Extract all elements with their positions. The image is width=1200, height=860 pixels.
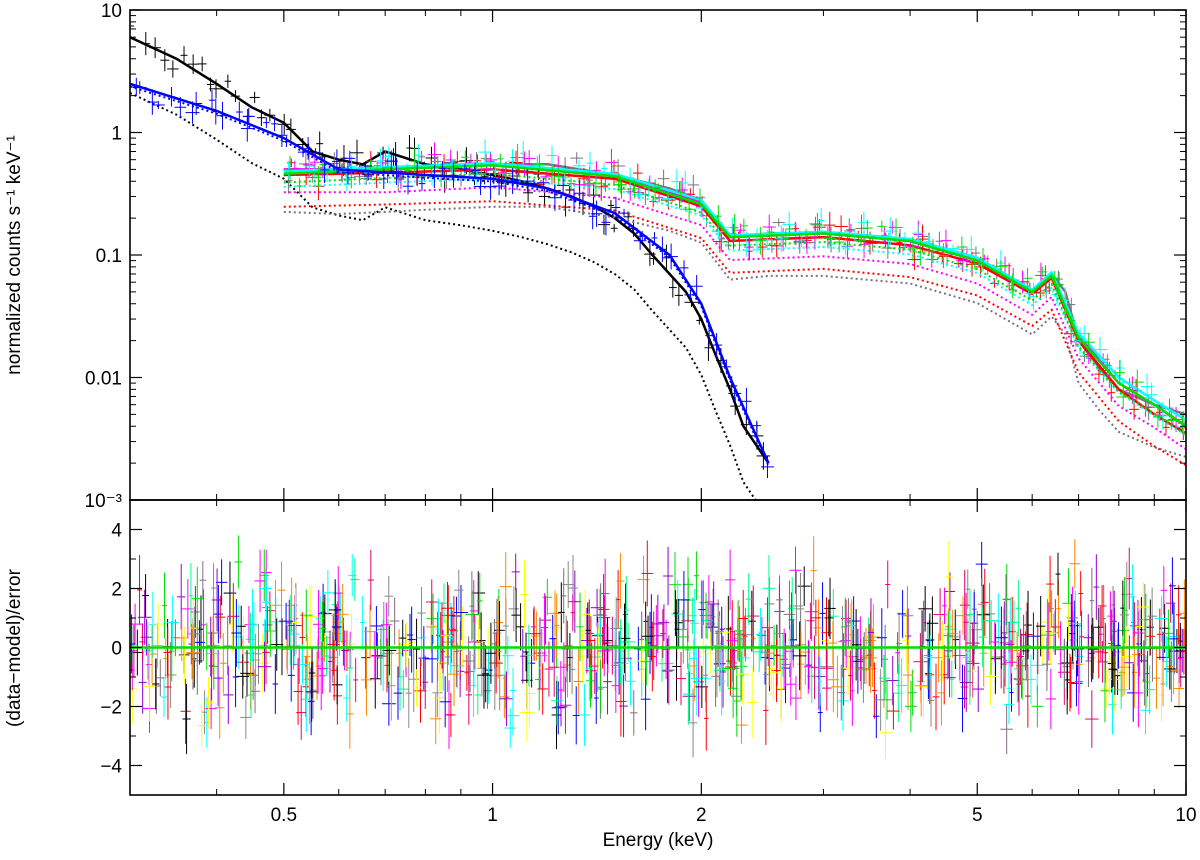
series-component-line [283,200,1186,467]
x-tick-label: 5 [972,805,983,826]
x-tick-label: 10 [1175,805,1196,826]
y-tick-label: 4 [111,521,122,542]
y-tick-label: −2 [100,698,122,719]
series-model-line [283,168,1186,435]
series-component-line [130,92,757,500]
x-tick-label: 0.5 [271,805,297,826]
series-component-line [130,85,770,467]
top-panel-frame [129,9,1187,501]
axes: 0.5 1 2 5 10 10 1 0.1 0.01 10⁻³ 4 2 0 −2 −4 [85,1,1197,826]
top-y-axis-title: normalized counts s⁻¹ keV⁻¹ [4,135,25,375]
series-component-line [283,205,1186,458]
series-model-line [283,164,1186,428]
y-tick-label: 1 [111,124,122,145]
x-tick-label: 1 [487,805,498,826]
top-panel-plot-area [130,19,1186,500]
y-tick-label: −4 [100,757,122,778]
bottom-y-axis-title: (data−model)/error [4,568,25,727]
y-tick-label: 10 [101,1,122,22]
series-model-line [130,36,770,464]
series-model-line [283,162,1186,422]
top-panel-data [130,19,1186,500]
y-tick-label: 10⁻³ [85,491,123,512]
series-model-line [130,82,770,464]
x-tick-label: 2 [696,805,707,826]
x-axis-title: Energy (keV) [603,830,714,851]
y-tick-label: 2 [111,580,122,601]
series-component-line [283,172,1186,436]
bottom-panel-data [130,535,1186,760]
series-component-line [283,186,1186,451]
y-tick-label: 0.01 [85,369,122,390]
bottom-panel-plot-area [130,535,1186,760]
y-tick-label: 0 [111,639,122,660]
y-tick-label: 0.1 [96,246,122,267]
